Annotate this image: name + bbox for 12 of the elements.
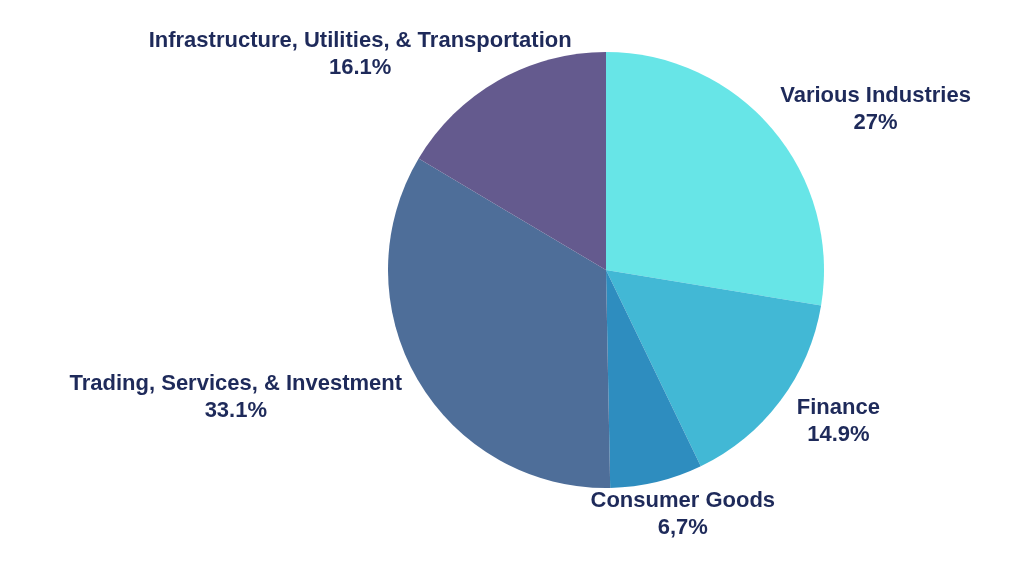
pie-slice <box>418 52 606 270</box>
data-label: 27% <box>853 109 898 135</box>
data-label: 14.9% <box>807 420 870 446</box>
data-label: 33.1% <box>204 396 268 422</box>
pie-slice <box>606 270 701 488</box>
slice-label: Finance <box>796 393 880 419</box>
slice-label: Various Industries <box>780 82 971 108</box>
data-label: 6,7% <box>657 514 708 540</box>
data-label: 16.1% <box>328 53 392 79</box>
slice-label: Consumer Goods <box>590 487 776 513</box>
slice-label: Infrastructure, Utilities, & Transportation <box>148 26 572 52</box>
slice-label: Trading, Services, & Investment <box>69 369 403 395</box>
